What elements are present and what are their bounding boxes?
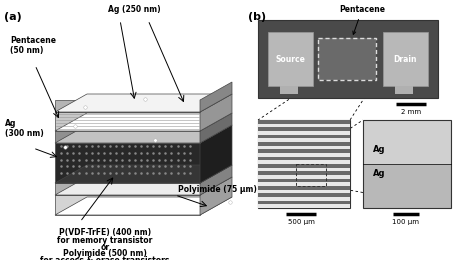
Bar — [258, 20, 438, 98]
Bar — [258, 153, 350, 157]
Text: for memory transistor: for memory transistor — [57, 236, 153, 245]
Polygon shape — [55, 195, 200, 215]
Bar — [258, 157, 350, 160]
Bar — [258, 146, 350, 149]
Bar — [258, 204, 350, 208]
Bar — [258, 127, 350, 131]
Bar — [258, 142, 350, 146]
Text: Polyimide (75 μm): Polyimide (75 μm) — [178, 185, 257, 194]
Bar — [258, 120, 350, 208]
Bar — [258, 138, 350, 142]
Bar — [280, 86, 298, 94]
Bar — [383, 32, 428, 86]
Bar — [258, 190, 350, 193]
Polygon shape — [200, 177, 232, 215]
Bar — [258, 171, 350, 175]
Polygon shape — [55, 100, 200, 112]
Bar — [258, 120, 350, 124]
Bar — [268, 32, 313, 86]
Text: Polyimide (500 nm): Polyimide (500 nm) — [63, 249, 147, 258]
Bar — [258, 182, 350, 186]
Polygon shape — [55, 177, 232, 195]
Text: Pentacene: Pentacene — [339, 5, 385, 34]
Bar — [318, 38, 376, 80]
Bar — [363, 164, 451, 208]
Bar — [258, 175, 350, 179]
Bar — [296, 164, 326, 186]
Polygon shape — [55, 112, 200, 131]
Polygon shape — [55, 125, 232, 143]
Polygon shape — [200, 113, 232, 143]
Polygon shape — [55, 143, 200, 183]
Text: Ag (250 nm): Ag (250 nm) — [108, 5, 160, 14]
Text: Drain: Drain — [393, 55, 417, 63]
Polygon shape — [200, 165, 232, 195]
Text: (b): (b) — [248, 12, 266, 22]
Bar — [258, 168, 350, 171]
Text: Ag: Ag — [373, 146, 386, 154]
Bar — [258, 197, 350, 201]
Polygon shape — [55, 113, 232, 131]
Bar — [258, 201, 350, 204]
Bar — [258, 160, 350, 164]
Text: 500 μm: 500 μm — [287, 219, 314, 225]
Polygon shape — [200, 125, 232, 183]
Text: Ag: Ag — [373, 170, 386, 179]
Text: Pentacene
(50 nm): Pentacene (50 nm) — [10, 36, 56, 55]
Text: P(VDF-TrFE) (400 nm): P(VDF-TrFE) (400 nm) — [59, 228, 151, 237]
Polygon shape — [55, 165, 232, 183]
Bar — [258, 164, 350, 168]
Polygon shape — [55, 197, 232, 215]
Bar — [258, 186, 350, 190]
Polygon shape — [55, 94, 232, 112]
Text: for access & erase transistors: for access & erase transistors — [40, 256, 170, 260]
Text: 100 μm: 100 μm — [392, 219, 420, 225]
Bar — [258, 135, 350, 138]
Bar — [258, 149, 350, 153]
Polygon shape — [55, 131, 200, 143]
Polygon shape — [200, 94, 232, 131]
Text: 2 mm: 2 mm — [401, 109, 421, 115]
Bar — [258, 179, 350, 182]
Text: (a): (a) — [4, 12, 22, 22]
Bar — [258, 193, 350, 197]
Bar — [318, 38, 376, 80]
Polygon shape — [200, 82, 232, 112]
Bar — [258, 131, 350, 135]
Text: Ag
(300 nm): Ag (300 nm) — [5, 119, 44, 138]
Bar — [395, 86, 413, 94]
Bar — [363, 120, 451, 164]
Text: Source: Source — [275, 55, 305, 63]
Text: or: or — [101, 243, 110, 252]
Bar — [258, 124, 350, 127]
Bar — [363, 120, 451, 208]
Polygon shape — [55, 183, 200, 195]
